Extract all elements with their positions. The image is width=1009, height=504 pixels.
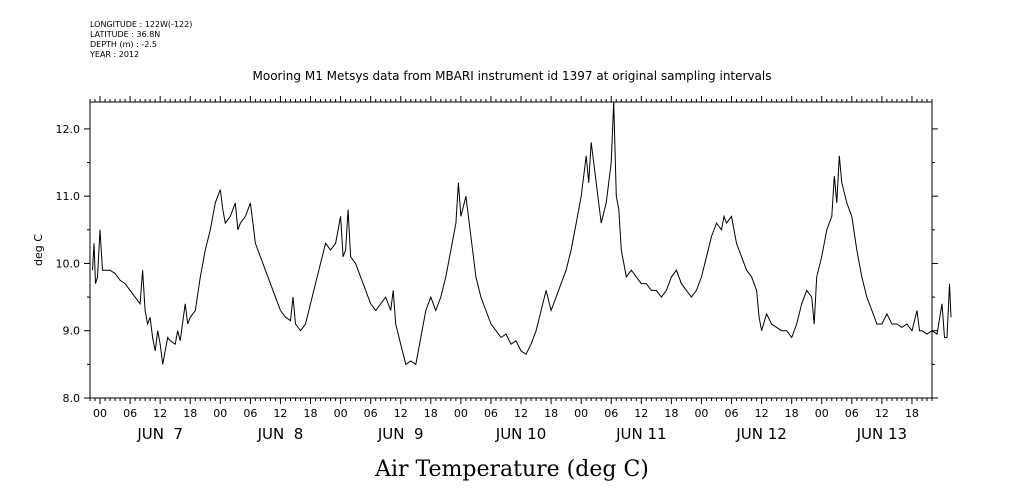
y-axis-label: deg C <box>32 234 45 266</box>
longitude-text: LONGITUDE : 122W(-122) <box>90 20 193 29</box>
x-tick-label: 06 <box>243 407 257 420</box>
x-tick-label: 12 <box>875 407 889 420</box>
x-tick-label: 06 <box>484 407 498 420</box>
day-label: JUN 8 <box>257 425 304 443</box>
day-labels: JUN 7 JUN 8 JUN 9 JUN 10 JUN 11 JUN 12 JUN 13 <box>136 425 907 443</box>
x-tick-label: 06 <box>364 407 378 420</box>
chart-title: Mooring M1 Metsys data from MBARI instru… <box>253 69 772 83</box>
day-label: JUN 13 <box>856 425 907 443</box>
latitude-text: LATITUDE : 36.8N <box>90 30 161 39</box>
x-tick-label: 12 <box>514 407 528 420</box>
day-label: JUN 7 <box>136 425 183 443</box>
depth-text: DEPTH (m) : -2.5 <box>90 40 157 49</box>
x-tick-label: 18 <box>544 407 558 420</box>
y-tick-label: 9.0 <box>63 325 81 338</box>
series-line <box>92 101 952 366</box>
x-axis-label: Air Temperature (deg C) <box>374 457 649 482</box>
plot-frame <box>89 101 933 399</box>
day-label: JUN 11 <box>615 425 666 443</box>
x-tick-label: 18 <box>905 407 919 420</box>
x-tick-label: 00 <box>213 407 227 420</box>
x-tick-label: 00 <box>694 407 708 420</box>
y-tick-label: 8.0 <box>63 392 81 405</box>
day-label: JUN 10 <box>495 425 546 443</box>
day-label: JUN 9 <box>377 425 424 443</box>
x-tick-label: 06 <box>725 407 739 420</box>
x-tick-label: 00 <box>815 407 829 420</box>
day-label: JUN 12 <box>735 425 786 443</box>
x-tick-label: 00 <box>574 407 588 420</box>
x-tick-label: 00 <box>454 407 468 420</box>
x-tick-label: 12 <box>394 407 408 420</box>
x-tick-label: 00 <box>93 407 107 420</box>
axis-ticks <box>84 96 938 404</box>
x-tick-label: 12 <box>273 407 287 420</box>
x-tick-label: 18 <box>304 407 318 420</box>
x-tick-label: 06 <box>604 407 618 420</box>
x-tick-label: 18 <box>785 407 799 420</box>
y-tick-label: 10.0 <box>56 257 81 270</box>
x-tick-label: 18 <box>424 407 438 420</box>
y-tick-labels: 8.0 9.0 10.0 11.0 12.0 <box>56 123 81 405</box>
year-text: YEAR : 2012 <box>90 50 140 59</box>
x-tick-label: 12 <box>634 407 648 420</box>
x-tick-labels: 00 06 12 18 00 06 12 18 00 06 12 18 00 06 12 18 00 06 12 18… <box>93 407 919 420</box>
x-tick-label: 06 <box>123 407 137 420</box>
x-tick-label: 00 <box>334 407 348 420</box>
x-tick-label: 18 <box>664 407 678 420</box>
x-tick-label: 06 <box>845 407 859 420</box>
x-tick-label: 12 <box>755 407 769 420</box>
y-tick-label: 11.0 <box>56 190 81 203</box>
x-tick-label: 12 <box>153 407 167 420</box>
y-tick-label: 12.0 <box>56 123 81 136</box>
station-metadata: LONGITUDE : 122W(-122) LATITUDE : 36.8N … <box>90 20 192 60</box>
x-tick-label: 18 <box>183 407 197 420</box>
